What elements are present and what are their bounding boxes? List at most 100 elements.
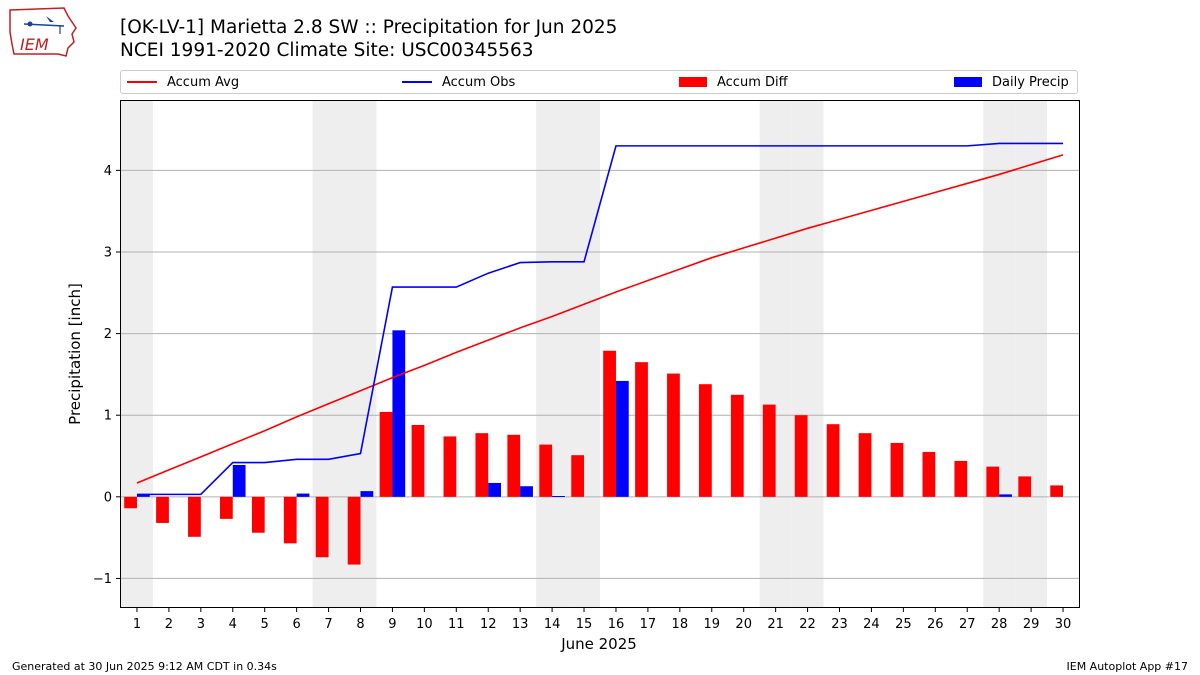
bar-accum-diff	[411, 425, 425, 497]
bar-accum-diff	[922, 451, 936, 497]
y-axis-ticks: −1 0 1 2 3 4	[93, 164, 121, 587]
y-tick-label: −1	[93, 572, 112, 587]
weekend-shade-day-15	[568, 101, 600, 607]
bar-daily-precip	[552, 496, 565, 498]
x-tick-label: 20	[735, 617, 752, 632]
bar-daily-precip	[520, 486, 533, 497]
x-tick-label: 5	[261, 617, 269, 632]
footer-generated: Generated at 30 Jun 2025 9:12 AM CDT in …	[12, 660, 277, 673]
y-tick-label: 4	[104, 164, 112, 179]
bar-accum-diff	[475, 433, 489, 497]
bar-accum-diff	[794, 415, 808, 497]
legend-label: Daily Precip	[992, 74, 1069, 90]
x-tick-label: 30	[1055, 617, 1072, 632]
x-tick-label: 15	[576, 617, 593, 632]
bar-daily-precip	[232, 464, 246, 497]
x-tick-label: 1	[133, 617, 141, 632]
x-axis-label: June 2025	[560, 635, 637, 653]
bar-accum-diff	[124, 496, 137, 509]
bar-accum-diff	[730, 394, 744, 497]
bar-daily-precip	[488, 482, 502, 497]
chart-subtitle: NCEI 1991-2020 Climate Site: USC00345563	[120, 40, 534, 61]
bar-accum-diff	[188, 496, 201, 537]
bar-accum-diff	[156, 496, 169, 523]
iowa-state-map-icon	[9, 7, 77, 57]
x-tick-label: 24	[863, 617, 880, 632]
bar-accum-diff	[1050, 485, 1064, 497]
bar-accum-diff	[539, 444, 553, 497]
bar-accum-diff	[1018, 476, 1032, 497]
logo-text: IEM	[20, 35, 49, 54]
x-tick-label: 27	[959, 617, 976, 632]
legend-swatch	[679, 77, 707, 87]
bar-accum-diff	[762, 404, 776, 497]
weekend-shade-day-1	[121, 101, 153, 607]
chart-legend: Accum Avg Accum Obs Accum Diff Daily Pre…	[120, 70, 1078, 94]
x-tick-label: 4	[229, 617, 237, 632]
bar-accum-diff	[219, 496, 233, 519]
x-tick-label: 19	[703, 617, 720, 632]
x-tick-label: 2	[165, 617, 173, 632]
bar-accum-diff	[635, 362, 648, 497]
bar-accum-diff	[443, 436, 457, 497]
bar-accum-diff	[826, 424, 840, 497]
bar-daily-precip	[136, 494, 150, 497]
lines	[136, 142, 1064, 496]
x-tick-label: 13	[512, 617, 529, 632]
legend-item-accum-obs: Accum Obs	[402, 71, 515, 93]
bars	[124, 330, 1064, 565]
x-tick-label: 8	[356, 617, 364, 632]
legend-label: Accum Diff	[717, 74, 788, 90]
weekend-shade-day-28	[983, 101, 1016, 607]
x-tick-label: 14	[544, 617, 561, 632]
bar-daily-precip	[296, 493, 310, 497]
x-tick-label: 22	[799, 617, 816, 632]
legend-item-daily-precip: Daily Precip	[954, 71, 1069, 93]
bar-daily-precip	[360, 491, 374, 497]
bar-accum-diff	[315, 496, 329, 558]
x-tick-label: 9	[388, 617, 396, 632]
iem-logo: IEM	[9, 7, 77, 57]
plot-frame	[120, 100, 1080, 608]
bar-accum-diff	[507, 434, 521, 497]
x-tick-label: 21	[767, 617, 784, 632]
bar-daily-precip	[392, 330, 406, 497]
legend-swatch	[127, 81, 157, 83]
bar-accum-diff	[347, 496, 361, 565]
legend-swatch	[954, 77, 982, 87]
x-tick-label: 7	[324, 617, 332, 632]
bar-accum-diff	[890, 442, 904, 497]
y-tick-label: 0	[104, 490, 112, 505]
bar-accum-diff	[858, 433, 872, 497]
y-axis-label: Precipitation [inch]	[66, 283, 84, 425]
x-tick-label: 29	[1023, 617, 1040, 632]
y-tick-label: 1	[104, 409, 112, 424]
bar-accum-diff	[667, 373, 680, 497]
bar-accum-diff	[986, 466, 1000, 497]
bar-accum-diff	[251, 496, 265, 533]
bar-accum-diff	[283, 496, 297, 544]
weekend-shade-day-22	[791, 101, 824, 607]
footer-app-id: IEM Autoplot App #17	[1066, 660, 1189, 673]
x-tick-label: 18	[672, 617, 689, 632]
bar-accum-diff	[603, 350, 616, 497]
x-tick-label: 10	[416, 617, 433, 632]
legend-item-accum-diff: Accum Diff	[679, 71, 788, 93]
x-tick-label: 25	[895, 617, 912, 632]
bar-accum-diff	[698, 384, 712, 497]
weekend-shade-day-14	[536, 101, 569, 607]
x-tick-label: 28	[991, 617, 1008, 632]
line-accum-avg	[136, 154, 1064, 484]
legend-label: Accum Obs	[442, 74, 516, 90]
weekend-shade-day-21	[759, 101, 792, 607]
bar-daily-precip	[999, 494, 1012, 497]
grid-lines	[121, 169, 1079, 579]
x-tick-label: 3	[197, 617, 205, 632]
chart-title: [OK-LV-1] Marietta 2.8 SW :: Precipitati…	[120, 17, 618, 38]
bar-accum-diff	[571, 455, 585, 497]
x-tick-label: 12	[480, 617, 497, 632]
x-tick-label: 16	[608, 617, 625, 632]
line-accum-obs	[136, 142, 1064, 496]
x-tick-label: 26	[927, 617, 944, 632]
